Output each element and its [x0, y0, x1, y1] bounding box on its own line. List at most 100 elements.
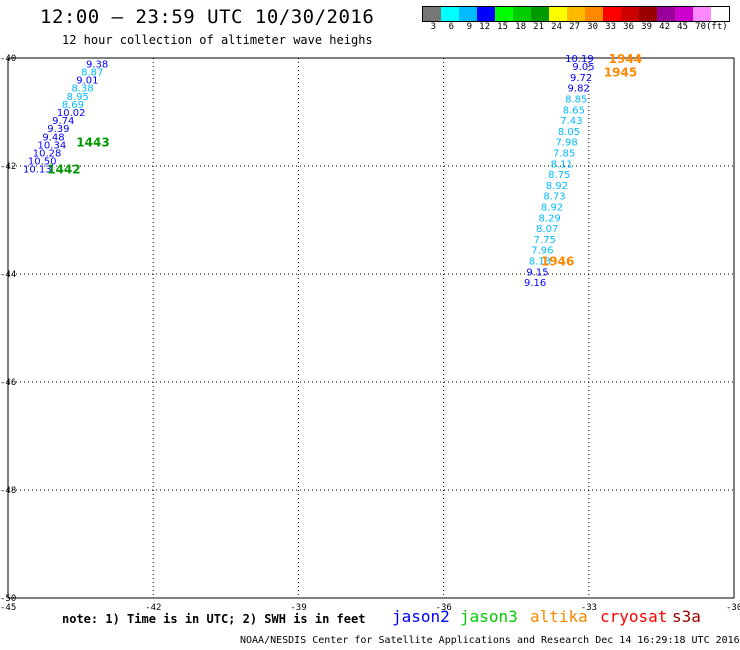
color-scale-tick: 42: [659, 22, 670, 32]
color-scale-bar: [422, 6, 730, 22]
color-scale-tick: 3: [430, 22, 436, 32]
color-swatch: [693, 7, 711, 21]
legend-altika: altika: [530, 607, 588, 626]
x-tick-label: -33: [581, 603, 597, 613]
color-swatch: [675, 7, 693, 21]
plot-frame: [7, 57, 735, 599]
color-scale-tick: 12: [479, 22, 490, 32]
swh-value-label: 9.01: [76, 76, 98, 87]
swh-value-label: 7.75: [534, 235, 556, 246]
color-swatch: [513, 7, 531, 21]
swh-value-label: 8.07: [536, 224, 558, 235]
y-tick-label: -46: [0, 378, 16, 388]
swh-value-label: 10.13: [23, 165, 52, 176]
swh-value-label: 9.74: [52, 116, 74, 127]
color-scale-tick: 45: [677, 22, 688, 32]
color-scale-tick: 15: [497, 22, 508, 32]
color-scale-tick: 9: [466, 22, 472, 32]
swh-value-label: 9.15: [526, 267, 548, 278]
swh-value-label: 10.34: [38, 140, 67, 151]
x-tick-label: -39: [290, 603, 306, 613]
swh-value-label: 7.43: [560, 116, 582, 127]
page-subtitle: 12 hour collection of altimeter wave hei…: [62, 33, 373, 47]
swh-value-label: 10.28: [33, 149, 62, 160]
color-swatch: [621, 7, 639, 21]
swh-value-label: 8.38: [71, 84, 93, 95]
y-tick-label: -48: [0, 486, 16, 496]
pass-number-label: 1443: [76, 136, 109, 150]
color-swatch: [423, 7, 441, 21]
swh-value-label: 8.69: [62, 100, 84, 111]
swh-value-label: 10.50: [28, 157, 57, 168]
swh-value-label: 10.02: [57, 108, 86, 119]
y-tick-label: -44: [0, 270, 16, 280]
color-scale-tick: 24: [551, 22, 562, 32]
y-tick-label: -42: [0, 162, 16, 172]
swh-value-label: 8.73: [543, 192, 565, 203]
color-scale-tick: 70: [695, 22, 706, 32]
swh-value-label: 10.19: [565, 54, 594, 65]
color-scale-tick: 36: [623, 22, 634, 32]
legend-jason2: jason2: [392, 607, 450, 626]
color-scale-tick: 21: [533, 22, 544, 32]
swh-value-label: 9.16: [524, 278, 546, 289]
color-scale-tick: 6: [448, 22, 454, 32]
color-swatch: [657, 7, 675, 21]
legend-cryosat: cryosat: [600, 607, 668, 626]
x-tick-label: -36: [436, 603, 452, 613]
color-swatch: [495, 7, 513, 21]
pass-number-label: 1945: [604, 66, 637, 80]
swh-value-label: 8.92: [546, 181, 568, 192]
color-scale-tick: 27: [569, 22, 580, 32]
color-swatch: [603, 7, 621, 21]
x-tick-label: -45: [0, 603, 16, 613]
swh-value-label: 9.38: [86, 59, 108, 70]
color-swatch: [585, 7, 603, 21]
color-scale-tick: 39: [641, 22, 652, 32]
swh-value-label: 8.29: [539, 213, 561, 224]
color-scale-ticks: 3 6 9 12 15 18 21 24 27 30 33 36 39 42 45 70 (ft): [422, 22, 740, 34]
x-tick-label: -30: [726, 603, 740, 613]
color-swatch: [531, 7, 549, 21]
color-swatch: [549, 7, 567, 21]
swh-value-label: 9.39: [47, 124, 69, 135]
swh-value-label: 8.05: [558, 127, 580, 138]
pass-number-label: 1946: [541, 255, 574, 269]
swh-value-label: 8.95: [67, 92, 89, 103]
color-scale-tick: 33: [605, 22, 616, 32]
note-text: note: 1) Time is in UTC; 2) SWH is in fe…: [62, 612, 366, 626]
legend-jason3: jason3: [460, 607, 518, 626]
swh-value-label: 8.92: [541, 203, 563, 214]
color-swatch: [711, 7, 729, 21]
swh-value-label: 9.48: [42, 132, 64, 143]
swh-value-label: 7.98: [555, 138, 577, 149]
y-tick-label: -40: [0, 54, 16, 64]
color-swatch: [567, 7, 585, 21]
swh-value-label: 9.05: [572, 62, 594, 73]
color-scale-tick: 30: [587, 22, 598, 32]
swh-value-label: 8.11: [551, 159, 573, 170]
color-scale-tick: (ft): [706, 22, 728, 32]
swh-value-label: 9.82: [568, 84, 590, 95]
color-scale-tick: 18: [515, 22, 526, 32]
pass-number-label: 1944: [609, 52, 642, 66]
swh-value-label: 8.85: [565, 95, 587, 106]
credit-line: NOAA/NESDIS Center for Satellite Applica…: [240, 635, 740, 646]
color-swatch: [639, 7, 657, 21]
swh-value-label: 9.72: [570, 73, 592, 84]
swh-value-label: 8.87: [81, 68, 103, 79]
color-swatch: [459, 7, 477, 21]
swh-value-label: 8.13: [529, 257, 551, 268]
color-swatch: [477, 7, 495, 21]
swh-value-label: 8.65: [563, 105, 585, 116]
color-swatch: [441, 7, 459, 21]
swh-value-label: 7.85: [553, 149, 575, 160]
swh-value-label: 8.75: [548, 170, 570, 181]
x-tick-label: -42: [145, 603, 161, 613]
page-title: 12:00 – 23:59 UTC 10/30/2016: [40, 6, 375, 28]
y-tick-label: -50: [0, 594, 16, 604]
pass-number-label: 1442: [47, 163, 80, 177]
legend-s3a: s3a: [672, 607, 701, 626]
